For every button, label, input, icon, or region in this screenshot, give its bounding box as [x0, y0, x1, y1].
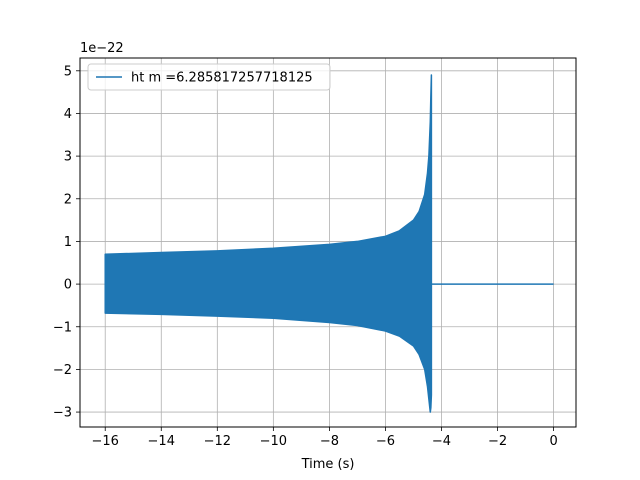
- y-tick-label: 2: [64, 192, 72, 207]
- x-tick-label: 0: [549, 434, 557, 449]
- plot-frame: [79, 57, 577, 428]
- grid-layer: [80, 58, 576, 427]
- legend: ht m =6.285817257718125: [87, 63, 331, 91]
- x-tick-label: −2: [488, 434, 507, 449]
- y-offset-label: 1e−22: [80, 41, 124, 56]
- x-tick-label: −10: [260, 434, 287, 449]
- x-tick-label: −16: [92, 434, 119, 449]
- y-tick-label: 3: [64, 150, 72, 165]
- legend-box: [87, 63, 331, 91]
- x-tick-layer: −16 −14 −12 −10 −8 −6 −4 −2 0: [92, 427, 558, 449]
- x-tick-label: −12: [204, 434, 231, 449]
- x-tick-label: −8: [320, 434, 339, 449]
- waveform-signal: [104, 74, 433, 413]
- y-tick-label: −1: [53, 320, 72, 335]
- series-layer: [104, 74, 554, 413]
- x-tick-label: −14: [148, 434, 175, 449]
- y-tick-label: −2: [53, 363, 72, 378]
- y-tick-label: 5: [64, 64, 72, 79]
- legend-label: ht m =6.285817257718125: [131, 71, 313, 86]
- x-axis-label: Time (s): [301, 457, 355, 472]
- x-tick-label: −4: [432, 434, 451, 449]
- y-tick-label: 0: [64, 278, 72, 293]
- y-tick-label: 4: [64, 107, 72, 122]
- y-tick-layer: −3 −2 −1 0 1 2 3 4 5: [53, 64, 80, 421]
- x-tick-label: −6: [376, 434, 395, 449]
- y-tick-label: −3: [53, 406, 72, 421]
- y-tick-label: 1: [64, 235, 72, 250]
